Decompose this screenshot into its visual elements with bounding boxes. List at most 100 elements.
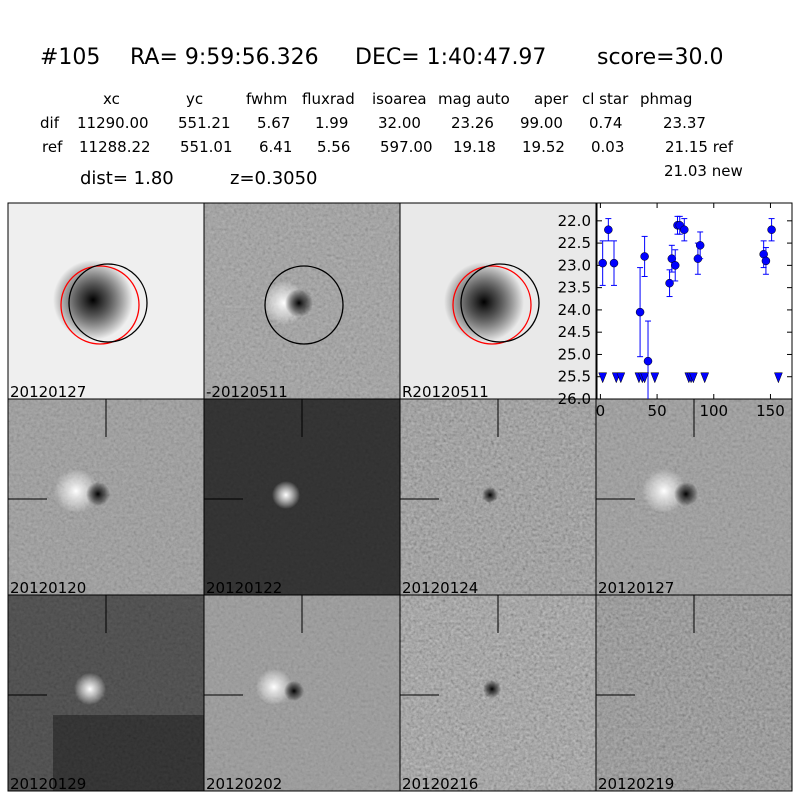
column-header: cl star	[582, 90, 629, 108]
y-tick-label: 22.5	[558, 234, 591, 252]
column-header: aper	[534, 90, 569, 108]
cell: 5.67	[257, 114, 290, 132]
source	[444, 262, 524, 342]
y-tick-label: 23.5	[558, 279, 591, 297]
cell: 11290.00	[77, 114, 149, 132]
cell: 23.37	[663, 114, 706, 132]
point	[604, 225, 613, 234]
column-header: phmag	[640, 90, 692, 108]
cell: 5.56	[317, 138, 350, 156]
series	[598, 372, 783, 384]
y-tick-label: 24.0	[558, 301, 591, 319]
cell: 32.00	[378, 114, 421, 132]
cell: 551.01	[180, 138, 233, 156]
point	[665, 278, 674, 288]
point	[695, 241, 705, 250]
point	[640, 252, 649, 261]
cell: 1.99	[315, 114, 348, 132]
source	[482, 487, 498, 503]
dec: DEC= 1:40:47.97	[355, 45, 546, 70]
x-tick-label: 50	[648, 402, 667, 420]
column-header: yc	[186, 90, 203, 108]
point	[680, 225, 689, 234]
point	[761, 256, 771, 266]
aperture	[452, 265, 532, 345]
stamp-label: R20120511	[402, 383, 489, 401]
upper-limit	[700, 372, 710, 384]
stamp-label: 20120120	[10, 579, 86, 597]
stamp-label: 20120219	[598, 775, 674, 793]
upper-limit	[598, 372, 608, 384]
upper-limit	[650, 372, 660, 384]
stamp-label: 20120127	[10, 383, 86, 401]
stamp-label: 20120129	[10, 775, 86, 793]
score: score=30.0	[597, 45, 724, 70]
stamp-label: 20120127	[598, 579, 674, 597]
cell: 597.00	[380, 138, 433, 156]
upper-limit	[774, 372, 783, 384]
y-tick-label: 23.0	[558, 256, 591, 274]
stamp: -20120511	[203, 202, 401, 401]
source	[256, 669, 292, 705]
upper-limit	[640, 372, 649, 384]
point	[609, 258, 619, 268]
point	[667, 254, 677, 263]
stamp: 20120129	[7, 594, 205, 793]
stamp-label: 20120216	[402, 775, 478, 793]
column-header: fluxrad	[302, 90, 355, 108]
aperture	[460, 263, 540, 343]
source	[674, 482, 698, 506]
point	[670, 261, 680, 270]
cell: 21.15 ref	[665, 138, 734, 156]
y-tick-label: 26.0	[558, 390, 591, 408]
cell: 19.18	[453, 138, 496, 156]
stamp: 20120120	[7, 398, 205, 597]
cell: 551.21	[178, 114, 231, 132]
point	[767, 225, 776, 234]
cell: 6.41	[259, 138, 292, 156]
ra: RA= 9:59:56.326	[130, 45, 319, 70]
cell: 0.03	[591, 138, 624, 156]
stamp-frame	[595, 594, 793, 792]
phmag-new: 21.03 new	[664, 162, 743, 180]
x-tick-label: 0	[596, 402, 606, 420]
source	[54, 469, 98, 513]
aperture	[68, 263, 148, 343]
y-tick-label: 25.0	[558, 345, 591, 363]
upper-limit	[616, 372, 626, 384]
candidate-id: #105	[40, 45, 100, 70]
column-header: isoarea	[372, 90, 427, 108]
stamp-label: 20120124	[402, 579, 478, 597]
column-header: mag auto	[438, 90, 510, 108]
point	[643, 356, 653, 366]
cell: 99.00	[520, 114, 563, 132]
cell: 23.26	[451, 114, 494, 132]
x-tick-label: 100	[699, 402, 728, 420]
y-tick-label: 25.5	[558, 368, 591, 386]
stamp: 20120216	[399, 594, 597, 793]
source	[86, 482, 110, 506]
source	[642, 469, 686, 513]
source	[272, 481, 300, 509]
aperture	[264, 265, 344, 345]
point	[598, 258, 607, 268]
stamp: 20120127	[7, 202, 205, 401]
stamps: 20120127 -20120511 R20120511 20120120 201201…	[7, 202, 793, 793]
stamp-shade	[53, 715, 204, 791]
cell: 11288.22	[79, 138, 151, 156]
stamp: 20120122	[203, 398, 401, 597]
y-tick-label: 24.5	[558, 323, 591, 341]
table: xc yc fwhm fluxrad isoarea mag auto aper cl sta…	[40, 90, 734, 156]
dist: dist= 1.80	[80, 168, 174, 189]
light-curve: 22.0 22.5 23.0 23.5 24.0 24.5 25.0 25.5 26.0 0 50 1…	[558, 202, 793, 420]
column-header: fwhm	[246, 90, 287, 108]
y-tick-label: 22.0	[558, 212, 591, 230]
stamp: 20120124	[399, 398, 597, 597]
cell: 0.74	[589, 114, 622, 132]
row-label: dif	[40, 114, 60, 132]
stamp-label: 20120202	[206, 775, 282, 793]
stamp: 20120202	[203, 594, 401, 793]
stamp: 20120219	[595, 594, 793, 793]
column-header: xc	[103, 90, 120, 108]
